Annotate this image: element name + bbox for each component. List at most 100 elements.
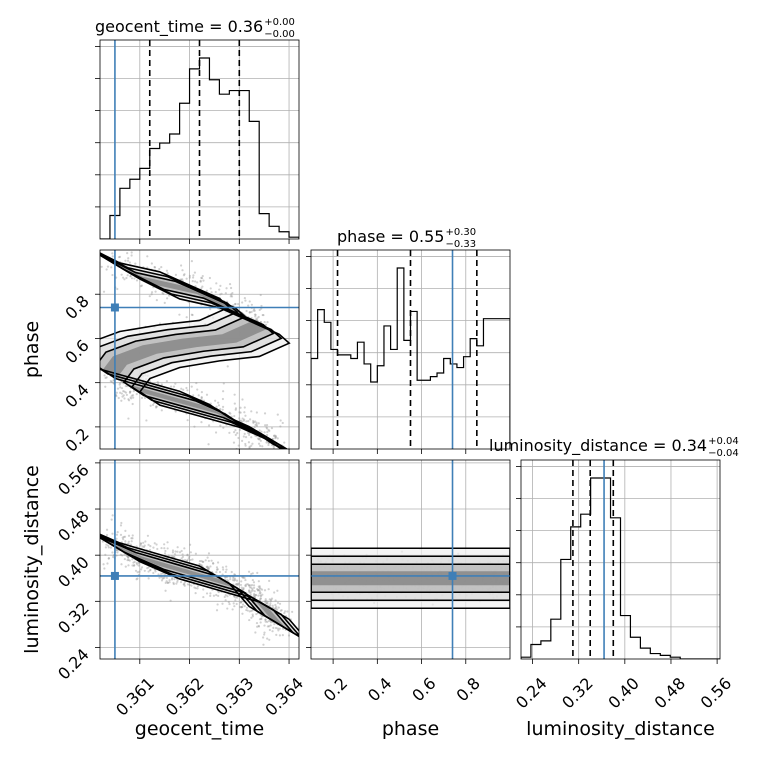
scatter-point bbox=[231, 579, 235, 582]
scatter-point bbox=[105, 268, 108, 271]
scatter-point bbox=[245, 583, 248, 586]
y-tick-label: 0.40 bbox=[54, 553, 93, 592]
scatter-point bbox=[251, 587, 254, 591]
scatter-point bbox=[207, 566, 210, 569]
x-tick-label: 0.362 bbox=[162, 674, 208, 720]
scatter-point bbox=[228, 602, 231, 606]
scatter-point bbox=[287, 634, 291, 637]
scatter-point bbox=[129, 275, 132, 278]
scatter-point bbox=[234, 433, 237, 436]
scatter-point bbox=[139, 542, 143, 545]
scatter-point bbox=[158, 267, 161, 271]
scatter-point bbox=[115, 537, 118, 540]
scatter-point bbox=[254, 594, 258, 597]
scatter-point bbox=[129, 390, 132, 393]
scatter-point bbox=[219, 407, 222, 411]
scatter-point bbox=[201, 285, 204, 288]
scatter-point bbox=[169, 385, 173, 388]
scatter-point bbox=[102, 563, 105, 566]
scatter-point bbox=[207, 552, 211, 555]
scatter-point bbox=[183, 581, 186, 584]
scatter-point bbox=[306, 587, 308, 589]
scatter-point bbox=[244, 578, 247, 582]
scatter-point bbox=[120, 387, 124, 390]
scatter-point bbox=[146, 534, 150, 537]
scatter-point bbox=[269, 600, 272, 603]
scatter-point bbox=[126, 259, 130, 262]
scatter-point bbox=[183, 583, 186, 586]
scatter-point bbox=[174, 382, 177, 385]
scatter-point bbox=[188, 276, 191, 279]
scatter-point bbox=[103, 374, 106, 377]
scatter-point bbox=[202, 588, 205, 591]
scatter-point bbox=[127, 534, 131, 537]
scatter-point bbox=[259, 597, 262, 600]
density-contours bbox=[311, 547, 510, 610]
scatter-point bbox=[307, 577, 309, 579]
scatter-point bbox=[186, 389, 189, 392]
scatter-point bbox=[260, 430, 263, 433]
scatter-point bbox=[233, 414, 236, 418]
scatter-point bbox=[127, 556, 130, 559]
scatter-point bbox=[253, 309, 256, 312]
scatter-point bbox=[147, 577, 150, 580]
scatter-point bbox=[116, 531, 119, 534]
scatter-point bbox=[263, 320, 266, 324]
scatter-point bbox=[130, 540, 133, 543]
scatter-point bbox=[224, 593, 227, 597]
scatter-point bbox=[243, 296, 246, 300]
scatter-point bbox=[175, 582, 178, 585]
scatter-point bbox=[171, 551, 175, 554]
panel-phase-luminosity-distance: 0.2 0.4 0.6 0.8 bbox=[306, 459, 511, 705]
scatter-point bbox=[124, 391, 128, 394]
scatter-point bbox=[164, 581, 167, 584]
scatter-point bbox=[205, 393, 209, 396]
scatter-point bbox=[258, 618, 262, 621]
scatter-point bbox=[110, 518, 113, 521]
scatter-point bbox=[240, 605, 243, 609]
scatter-point bbox=[241, 603, 245, 606]
scatter-point bbox=[243, 576, 246, 580]
scatter-point bbox=[123, 390, 126, 393]
scatter-point bbox=[247, 431, 250, 435]
scatter-point bbox=[221, 405, 225, 408]
scatter-point bbox=[232, 577, 235, 580]
scatter-point bbox=[244, 584, 247, 587]
title-luminosity-distance-name: luminosity_distance bbox=[489, 436, 648, 456]
scatter-point bbox=[149, 545, 152, 548]
scatter-point bbox=[125, 393, 128, 397]
y-tick-label: 0.6 bbox=[61, 336, 92, 367]
scatter-point bbox=[183, 558, 187, 562]
scatter-point bbox=[145, 419, 148, 422]
scatter-point bbox=[155, 405, 158, 408]
scatter-point bbox=[122, 394, 125, 397]
scatter-point bbox=[233, 303, 237, 306]
scatter-point bbox=[189, 558, 192, 562]
scatter-point bbox=[267, 619, 271, 623]
scatter-point bbox=[265, 441, 268, 444]
scatter-point bbox=[155, 298, 158, 302]
scatter-point bbox=[144, 540, 147, 543]
scatter-point bbox=[249, 584, 252, 587]
scatter-point bbox=[274, 607, 277, 610]
scatter-point bbox=[230, 570, 233, 574]
scatter-point bbox=[249, 593, 252, 597]
scatter-point bbox=[132, 390, 135, 393]
scatter-point bbox=[104, 546, 107, 549]
scatter-point bbox=[222, 390, 225, 393]
scatter-point bbox=[246, 609, 249, 612]
scatter-point bbox=[161, 291, 164, 295]
scatter-point bbox=[174, 410, 177, 413]
scatter-point bbox=[240, 420, 244, 423]
scatter-point bbox=[200, 277, 204, 280]
scatter-point bbox=[157, 573, 160, 576]
scatter-point bbox=[262, 636, 265, 639]
scatter-point bbox=[307, 571, 309, 573]
scatter-point bbox=[186, 558, 189, 562]
scatter-point bbox=[97, 375, 99, 377]
scatter-point bbox=[206, 566, 209, 569]
scatter-point bbox=[217, 401, 220, 404]
scatter-point bbox=[171, 549, 175, 552]
y-tick-label: 0.32 bbox=[54, 599, 93, 638]
